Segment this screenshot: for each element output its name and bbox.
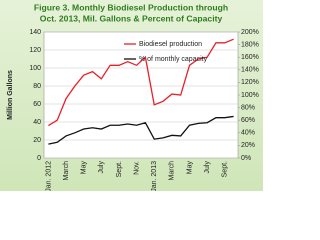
- chart-title: Figure 3. Monthly Biodiesel Production t…: [34, 2, 228, 12]
- y2-tick-label: 100%: [241, 92, 259, 99]
- x-tick-label: March: [169, 161, 176, 181]
- y2-tick-label: 60%: [241, 117, 255, 124]
- plot-area: [43, 31, 239, 159]
- x-tick-label: July: [98, 161, 105, 174]
- y2-tick-label: 120%: [241, 79, 259, 86]
- x-tick-label: Sept.: [116, 161, 123, 177]
- y-tick-label: 140: [29, 29, 41, 36]
- y2-tick-label: 40%: [241, 130, 255, 137]
- legend-label: Biodiesel production: [139, 41, 202, 48]
- y-tick-label: 20: [33, 137, 41, 144]
- y-tick-label: 100: [29, 65, 41, 72]
- y-tick-label: 0: [37, 155, 41, 162]
- series-line: [48, 115, 234, 145]
- y-tick-label: 120: [29, 47, 41, 54]
- chart-title: Oct. 2013, Mil. Gallons & Percent of Cap…: [40, 13, 223, 23]
- x-tick-label: July: [204, 161, 211, 174]
- y2-tick-label: 20%: [241, 142, 255, 149]
- series-line: [48, 38, 234, 127]
- y-tick-label: 60: [33, 101, 41, 108]
- x-tick-label: May: [186, 161, 193, 175]
- y2-tick-label: 180%: [241, 41, 259, 48]
- y2-tick-label: 0%: [241, 155, 251, 162]
- x-tick-label: Nov.: [133, 161, 140, 175]
- chart: Figure 3. Monthly Biodiesel Production t…: [0, 0, 263, 191]
- x-tick-label: Jan. 2013: [151, 161, 158, 191]
- y2-tick-label: 160%: [241, 54, 259, 61]
- y2-tick-label: 200%: [241, 29, 259, 36]
- legend-label: % of monthly capacity: [139, 56, 208, 63]
- x-tick-label: Sept.: [222, 161, 229, 177]
- y-axis-label: Million Gallons: [7, 70, 14, 120]
- y-tick-label: 80: [33, 83, 41, 90]
- y-tick-label: 40: [33, 119, 41, 126]
- y2-tick-label: 80%: [241, 104, 255, 111]
- x-tick-label: May: [81, 161, 88, 175]
- x-tick-label: Jan. 2012: [45, 161, 52, 191]
- y2-tick-label: 140%: [241, 67, 259, 74]
- x-tick-label: March: [63, 161, 70, 181]
